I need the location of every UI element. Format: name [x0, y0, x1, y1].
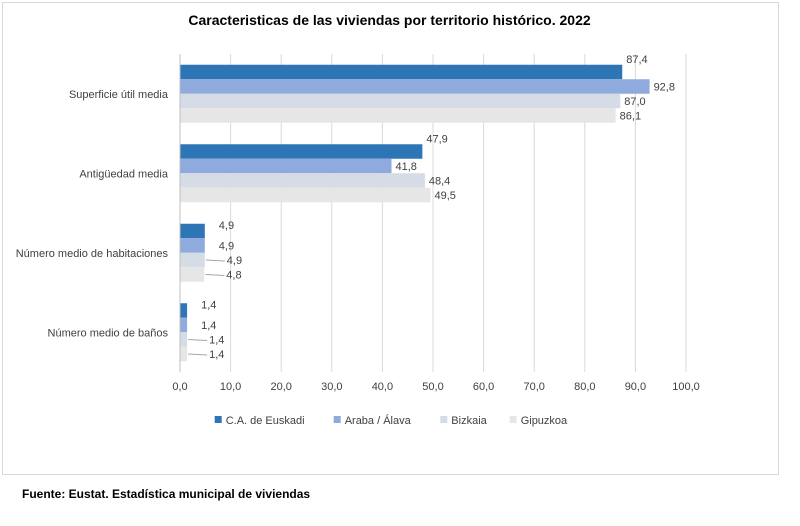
legend-swatch [214, 416, 222, 423]
bar [180, 108, 616, 123]
x-tick-label: 40,0 [372, 381, 393, 393]
bar [180, 317, 188, 333]
x-tick-label: 60,0 [473, 381, 494, 393]
data-label: 48,4 [429, 176, 450, 188]
bar [180, 238, 205, 253]
x-tick-label: 90,0 [625, 381, 646, 393]
data-label: 1,4 [201, 320, 216, 332]
legend-label: Gipuzkoa [521, 415, 568, 427]
source-note: Fuente: Eustat. Estadística municipal de… [22, 487, 311, 501]
leader-line [188, 353, 208, 356]
bar [180, 187, 431, 203]
legend-label: C.A. de Euskadi [226, 415, 305, 427]
bar [180, 267, 205, 282]
x-tick-label: 30,0 [321, 381, 342, 393]
legend-swatch [509, 416, 517, 423]
bar [180, 332, 188, 347]
legend-label: Araba / Álava [345, 414, 412, 427]
data-label: 87,4 [626, 54, 647, 66]
x-tick-label: 100,0 [672, 381, 700, 393]
category-label: Superficie útil media [69, 89, 169, 101]
leader-line [188, 339, 208, 341]
x-tick-label: 80,0 [574, 381, 595, 393]
data-label: 87,0 [624, 96, 645, 108]
bar [180, 223, 205, 239]
data-label: 4,8 [226, 270, 241, 282]
leader-line [205, 259, 225, 262]
bar [180, 158, 392, 174]
x-tick-label: 0,0 [172, 381, 187, 393]
bar [180, 252, 205, 268]
category-label: Número medio de baños [48, 327, 169, 339]
legend-label: Bizkaia [451, 415, 487, 427]
data-label: 4,9 [227, 255, 242, 267]
data-label: 1,4 [209, 335, 224, 347]
legend-swatch [333, 416, 341, 423]
legend-swatch [440, 416, 448, 423]
bar-chart: 0,0 10,0 20,0 30,0 40,0 50,0 60,0 70,0 80,0 90,0 1… [16, 54, 700, 427]
bar [180, 173, 425, 188]
data-label: 4,9 [219, 241, 234, 253]
data-label: 1,4 [201, 300, 216, 312]
bar [180, 346, 188, 362]
data-label: 92,8 [654, 82, 675, 94]
bar [180, 93, 621, 109]
data-label: 86,1 [620, 111, 641, 123]
leader-line [205, 274, 225, 276]
category-label: Número medio de habitaciones [16, 248, 169, 260]
category-label: Antigüedad media [79, 168, 169, 180]
bar [180, 144, 423, 159]
data-label: 47,9 [426, 133, 447, 145]
data-label: 4,9 [219, 220, 234, 232]
bar [180, 303, 188, 318]
data-label: 49,5 [434, 190, 455, 202]
data-label: 41,8 [396, 161, 417, 173]
chart-title: Caracteristicas de las viviendas por ter… [188, 12, 591, 28]
bar [180, 64, 623, 80]
bar [180, 79, 650, 94]
data-label: 1,4 [209, 349, 224, 361]
x-tick-label: 20,0 [270, 381, 291, 393]
x-tick-label: 10,0 [220, 381, 241, 393]
x-tick-label: 50,0 [422, 381, 443, 393]
x-tick-label: 70,0 [523, 381, 544, 393]
